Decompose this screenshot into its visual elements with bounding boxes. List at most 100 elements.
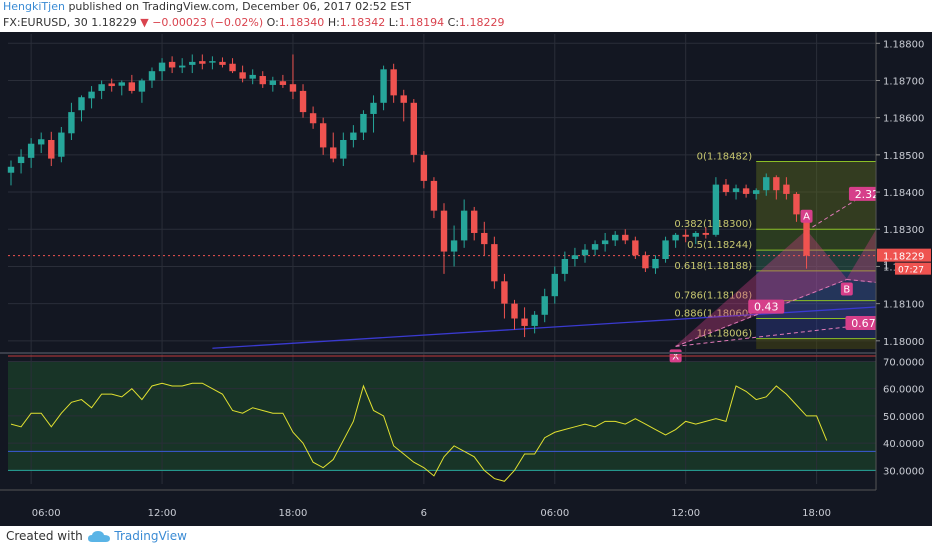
candle-body xyxy=(511,303,518,319)
high-label: H: xyxy=(327,16,340,29)
low-value: 1.18194 xyxy=(398,16,445,29)
candle-body xyxy=(7,166,15,173)
price-tick-label: 1.18300 xyxy=(883,225,924,236)
published-text: published on TradingView.com, December 0… xyxy=(68,0,411,13)
support-trendline xyxy=(212,302,932,349)
candle-body xyxy=(430,180,438,211)
candle-body xyxy=(68,112,75,134)
candle-body xyxy=(692,232,699,237)
ratio-badge xyxy=(748,299,785,314)
candle-body xyxy=(38,139,45,145)
pattern-ratio-label: 0.43 xyxy=(754,301,779,314)
price-tick-label: 1.18100 xyxy=(883,300,924,311)
candle-body xyxy=(269,80,277,85)
candle-body xyxy=(662,240,669,259)
candle-body xyxy=(551,273,558,297)
publish-header: HengkiTjen published on TradingView.com,… xyxy=(3,0,411,14)
candle-body xyxy=(803,214,810,256)
candle-body xyxy=(299,90,307,113)
symbol-label: FX:EURUSD, 30 xyxy=(3,16,88,29)
close-label: C: xyxy=(447,16,460,29)
candle-body xyxy=(229,63,236,72)
pattern-ratio-label: 0.676 xyxy=(851,317,883,330)
close-value: 1.18229 xyxy=(459,16,505,29)
candle-body xyxy=(420,154,428,181)
time-tick-label: 18:00 xyxy=(802,508,831,519)
time-tick-label: 06:00 xyxy=(32,508,61,519)
down-arrow-icon: ▼ xyxy=(140,16,149,29)
candle-body xyxy=(742,188,750,194)
pattern-point-label-x: X xyxy=(672,351,679,362)
candle-body xyxy=(108,83,115,87)
fib-zone xyxy=(756,338,932,349)
tradingview-cloud-icon xyxy=(87,530,110,542)
price-tick-label: 1.18500 xyxy=(883,151,924,162)
fib-level-label: 0(1.18482) xyxy=(697,152,753,163)
candle-body xyxy=(571,255,579,259)
tradingview-brand-link[interactable]: TradingView xyxy=(114,529,187,543)
candle-body xyxy=(450,240,458,252)
candle-body xyxy=(289,84,297,92)
candle-body xyxy=(622,234,629,241)
candle-body xyxy=(793,193,800,215)
candle-body xyxy=(239,72,246,79)
pattern-point-label-a: A xyxy=(803,212,810,223)
price-change: −0.00023 (−0.02%) xyxy=(152,16,264,29)
osc-tick-label: 70.0000 xyxy=(883,357,924,368)
candle-body xyxy=(380,69,387,103)
candle-body xyxy=(178,65,186,68)
fib-level-label: 0.886(1.18060) xyxy=(674,309,752,320)
open-label: O: xyxy=(266,16,279,29)
candle-body xyxy=(702,232,710,235)
osc-tick-label: 50.0000 xyxy=(883,412,924,423)
candle-body xyxy=(541,296,548,315)
candle-body xyxy=(521,318,528,326)
fib-level-label: 0.618(1.18188) xyxy=(674,261,752,272)
candle-body xyxy=(58,132,65,157)
pattern-point-badge xyxy=(840,282,853,296)
candle-body xyxy=(752,190,760,194)
price-tick-label-partial: 1 xyxy=(883,261,889,272)
candle-body xyxy=(168,61,176,68)
candle-body xyxy=(158,62,166,72)
candle-body xyxy=(98,84,105,91)
time-tick-label: 06:00 xyxy=(540,508,569,519)
candle-body xyxy=(773,177,780,191)
candle-body xyxy=(128,82,136,91)
osc-tick-label: 30.0000 xyxy=(883,466,924,477)
fib-level-label: 0.5(1.18244) xyxy=(687,240,752,251)
candle-body xyxy=(491,244,498,282)
symbol-line: FX:EURUSD, 30 1.18229 ▼ −0.00023 (−0.02%… xyxy=(3,16,505,30)
time-tick-label: 12:00 xyxy=(148,508,177,519)
author-link[interactable]: HengkiTjen xyxy=(3,0,65,13)
candle-body xyxy=(460,210,468,241)
candle-body xyxy=(531,314,538,326)
candle-body xyxy=(632,240,639,256)
candle-body xyxy=(330,147,337,159)
candle-body xyxy=(219,61,226,65)
price-tick-label: 1.18600 xyxy=(883,114,924,125)
pattern-point-badge xyxy=(800,209,813,223)
candle-body xyxy=(189,61,196,65)
candle-body xyxy=(17,156,25,164)
low-label: L: xyxy=(388,16,399,29)
pattern-ratio-label: 2.32 xyxy=(855,188,880,201)
countdown-label: 07:27 xyxy=(898,266,924,276)
candle-body xyxy=(581,249,589,256)
candle-body xyxy=(601,240,609,245)
candle-body xyxy=(360,113,367,133)
trading-chart[interactable]: 0(1.18482)0.382(1.18300)0.5(1.18244)0.61… xyxy=(0,32,932,526)
candle-body xyxy=(78,97,85,111)
candle-body xyxy=(763,177,770,191)
countdown-badge xyxy=(895,262,931,275)
candle-body xyxy=(410,102,417,155)
oscillator-line xyxy=(10,382,828,482)
candle-body xyxy=(259,76,266,85)
candle-body xyxy=(350,132,357,140)
candle-body xyxy=(783,184,790,194)
osc-tick-label: 40.0000 xyxy=(883,439,924,450)
price-tick-label: 1.18000 xyxy=(883,337,924,348)
candle-body xyxy=(118,82,125,86)
candle-body xyxy=(138,80,146,92)
candle-body xyxy=(722,184,730,193)
